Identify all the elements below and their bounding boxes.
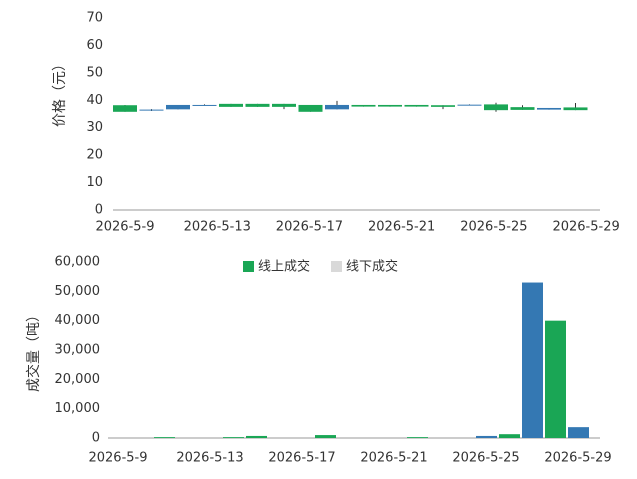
candle-body	[378, 104, 402, 107]
candle-body	[484, 104, 508, 111]
candle-body	[431, 105, 455, 107]
candle-body	[192, 104, 217, 106]
legend-swatch	[243, 261, 254, 272]
x-tick-label: 2026-5-17	[276, 220, 343, 235]
x-tick-label: 2026-5-17	[268, 451, 335, 466]
y-tick-label: 60,000	[55, 255, 101, 270]
candle-body	[166, 104, 190, 110]
x-tick-label: 2026-5-21	[368, 220, 435, 235]
bar	[154, 437, 175, 438]
x-tick-label: 2026-5-9	[95, 220, 154, 235]
candle-body	[325, 104, 349, 110]
candle-body	[404, 104, 429, 107]
bar	[545, 320, 566, 438]
y-tick-label: 10	[86, 175, 103, 190]
legend-label: 线下成交	[346, 259, 398, 275]
x-tick-label: 2026-5-29	[544, 451, 611, 466]
candle-body	[510, 107, 535, 110]
legend-label: 线上成交	[258, 259, 310, 275]
x-tick-label: 2026-5-13	[184, 220, 251, 235]
y-tick-label: 60	[86, 38, 103, 53]
candle-body	[537, 107, 561, 110]
candle-body	[351, 104, 376, 107]
y-tick-label: 50,000	[55, 284, 101, 299]
x-tick-label: 2026-5-9	[88, 451, 147, 466]
candle-body	[219, 103, 243, 107]
bar	[476, 435, 497, 438]
x-tick-label: 2026-5-13	[176, 451, 243, 466]
y-tick-label: 50	[86, 65, 103, 80]
bar	[499, 434, 520, 438]
y-tick-label: 30,000	[55, 343, 101, 358]
y-axis-title: 价格（元）	[52, 57, 68, 127]
y-axis-title: 成交量（吨）	[25, 308, 42, 392]
y-tick-label: 40	[86, 93, 103, 108]
legend-swatch	[331, 261, 342, 272]
candle-body	[245, 103, 270, 107]
x-tick-label: 2026-5-29	[552, 220, 619, 235]
y-tick-label: 20	[86, 148, 103, 163]
y-tick-label: 20,000	[55, 372, 101, 387]
candle-body	[272, 103, 296, 107]
x-tick-label: 2026-5-21	[360, 451, 427, 466]
candle-body	[139, 109, 164, 111]
x-tick-label: 2026-5-25	[452, 451, 519, 466]
candle-body	[457, 104, 482, 106]
candle-body	[113, 105, 137, 112]
y-tick-label: 30	[86, 120, 103, 135]
y-tick-label: 0	[95, 203, 103, 218]
candle-body	[563, 107, 588, 111]
x-tick-label: 2026-5-25	[460, 220, 527, 235]
y-tick-label: 0	[92, 431, 100, 446]
bar	[223, 437, 244, 438]
bar	[568, 427, 589, 438]
candle-body	[298, 104, 323, 112]
bar	[522, 282, 543, 438]
y-tick-label: 40,000	[55, 313, 101, 328]
y-tick-label: 70	[86, 11, 103, 26]
bar	[315, 435, 336, 438]
bar	[246, 435, 267, 438]
bar	[407, 437, 428, 438]
y-tick-label: 10,000	[55, 401, 101, 416]
